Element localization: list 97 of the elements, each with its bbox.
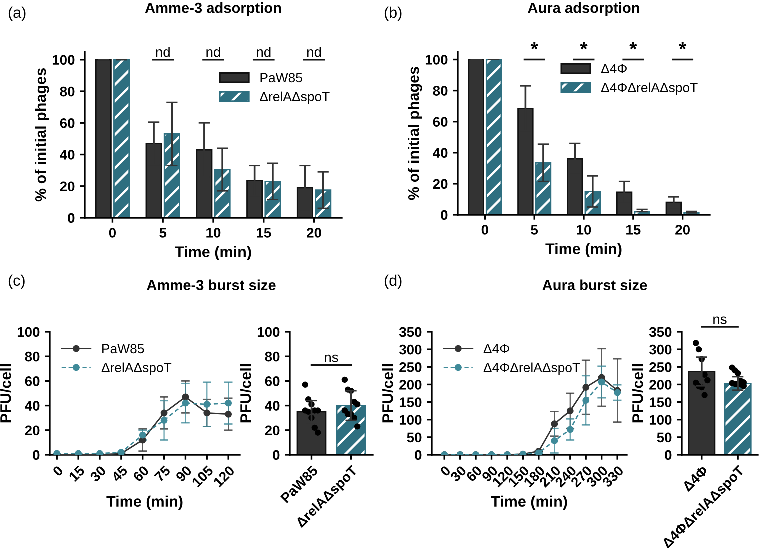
annotation: nd [156, 46, 170, 58]
x-tick-label: 45 [111, 465, 128, 483]
y-tick-label: 100 [52, 55, 75, 66]
text: * [530, 42, 538, 50]
y-tick-label: 150 [400, 398, 422, 408]
text: (d) [384, 274, 402, 290]
x-tick-label: 60 [466, 465, 483, 482]
x-tick-label: 60 [132, 465, 150, 482]
y-axis-title: PFU/cell [240, 364, 252, 423]
legend-label: Δ4ΦΔrelAΔspoT [601, 82, 698, 96]
y-tick-label: 20 [265, 426, 280, 436]
annotation: ns [325, 354, 338, 362]
y-tick-label: 100 [426, 55, 448, 65]
y-tick-label: 200 [400, 380, 422, 390]
y-tick-label: 300 [649, 344, 672, 355]
y-tick-label: 40 [433, 148, 448, 158]
legend-label: Δ4Φ [601, 64, 627, 74]
y-tick-label: 100 [18, 327, 40, 338]
legend-label: PaW85 [102, 344, 144, 354]
y-axis-title: % of initial phages [35, 68, 50, 202]
x-tick-label: 5 [160, 228, 167, 238]
x-tick-label: 75 [154, 465, 172, 482]
y-tick-label: 250 [650, 362, 672, 372]
text: (b) [384, 6, 402, 22]
y-tick-label: 0 [441, 210, 448, 220]
x-tick-label: 120 [213, 465, 236, 488]
y-tick-label: 150 [650, 398, 672, 408]
y-tick-label: 80 [60, 86, 75, 97]
annotation: nd [307, 46, 322, 58]
chart-title: Amme-3 burst size [147, 280, 276, 290]
y-axis-title: PFU/cell [632, 364, 644, 423]
y-tick-label: 80 [265, 352, 280, 362]
x-tick-label: 0 [109, 228, 116, 238]
x-tick-label: 0 [482, 225, 488, 235]
text: * [679, 42, 687, 50]
y-axis-title: PFU/cell [382, 364, 394, 423]
x-tick-label: 5 [531, 225, 538, 235]
x-tick-label: 30 [450, 465, 468, 483]
text: (c) [8, 274, 25, 290]
x-tick-label: 20 [307, 228, 322, 238]
legend-label: Δ4ΦΔrelAΔspoT [484, 362, 580, 376]
x-tick-label: 30 [90, 465, 107, 483]
x-tick-label: 90 [175, 465, 193, 483]
x-tick-label: 105 [192, 465, 214, 488]
y-tick-label: 20 [25, 426, 40, 436]
y-tick-label: 0 [33, 450, 40, 460]
y-tick-label: 0 [68, 213, 75, 224]
y-tick-label: 60 [25, 376, 40, 386]
x-tick-label: 15 [626, 225, 641, 235]
y-tick-label: 60 [265, 376, 280, 386]
x-axis-title: Time (min) [491, 496, 568, 510]
text: * [580, 42, 588, 50]
y-tick-label: 40 [60, 150, 75, 160]
y-tick-label: 60 [60, 118, 75, 128]
y-tick-label: 100 [650, 415, 672, 426]
y-tick-label: 100 [400, 415, 422, 426]
y-tick-label: 50 [407, 432, 422, 443]
y-tick-label: 0 [665, 450, 672, 460]
y-tick-label: 80 [433, 86, 448, 96]
legend-label: PaW85 [260, 73, 302, 83]
y-tick-label: 20 [433, 179, 448, 190]
legend-label: ΔrelAΔspoT [260, 92, 330, 104]
y-tick-label: 60 [433, 117, 448, 128]
y-tick-label: 350 [649, 327, 672, 338]
chart-title: Aura burst size [542, 280, 648, 290]
x-tick-label: 15 [68, 465, 86, 482]
y-tick-label: 0 [273, 450, 280, 460]
x-tick-label: 10 [206, 228, 221, 238]
text: (a) [8, 6, 26, 22]
y-tick-label: 80 [25, 352, 40, 362]
x-tick-label: 20 [676, 225, 690, 235]
y-tick-label: 50 [657, 432, 672, 443]
text: ns [714, 316, 727, 324]
legend-label: Δ4Φ [484, 344, 510, 354]
x-tick-label: 15 [257, 228, 272, 238]
y-tick-label: 300 [399, 344, 422, 355]
y-tick-label: 250 [400, 362, 422, 372]
chart-title: Amme-3 adsorption [145, 2, 282, 16]
y-axis-title: PFU/cell [0, 364, 12, 423]
y-tick-label: 100 [258, 327, 280, 338]
y-tick-label: 350 [399, 327, 422, 338]
x-axis-title: Time (min) [546, 243, 622, 258]
y-tick-label: 20 [60, 182, 75, 192]
annotation: nd [257, 46, 271, 58]
x-tick-label: 10 [577, 225, 592, 235]
y-tick-label: 40 [25, 401, 40, 411]
annotation: nd [206, 46, 220, 58]
x-axis-title: Time (min) [175, 246, 252, 260]
x-axis-title: Time (min) [106, 496, 183, 510]
chart-title: Aura adsorption [528, 2, 640, 16]
y-tick-label: 40 [265, 401, 280, 411]
x-tick-label: 0 [52, 465, 64, 478]
y-axis-title: % of initial phages [408, 67, 422, 200]
text: * [630, 42, 638, 50]
legend-label: ΔrelAΔspoT [102, 362, 172, 376]
y-tick-label: 0 [415, 450, 422, 460]
y-tick-label: 200 [650, 380, 672, 390]
